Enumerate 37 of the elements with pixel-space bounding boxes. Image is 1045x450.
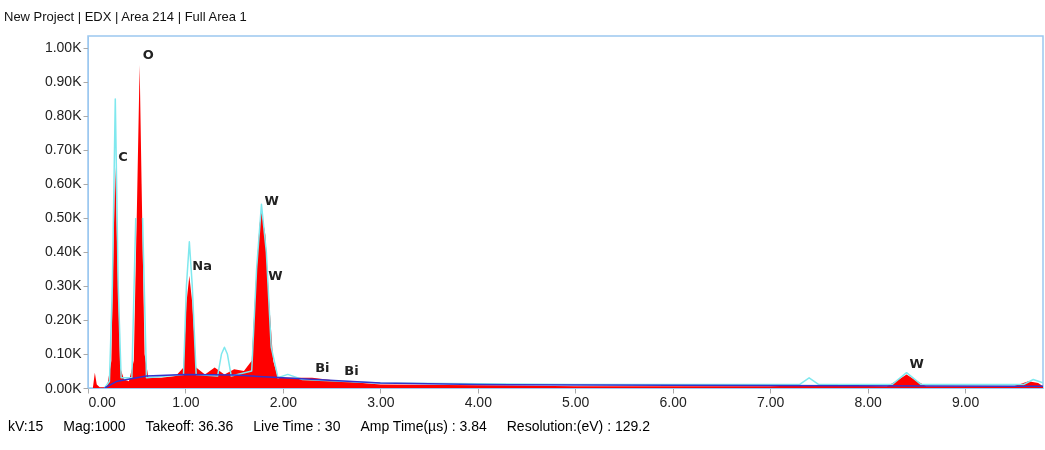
- x-tick-label: 5.00: [562, 393, 590, 410]
- x-tick-label: 2.00: [269, 393, 298, 410]
- y-tick-label: 0.00K: [44, 379, 83, 396]
- text: Mag:1000: [63, 418, 126, 434]
- y-tick-label: 0.60K: [44, 175, 83, 192]
- y-tick-label: 0.30K: [44, 277, 83, 294]
- annotation: O: [142, 46, 154, 62]
- annotation: W: [909, 356, 924, 372]
- chart-title: New Project | EDX | Area 214 | Full Area 1: [4, 9, 247, 24]
- y-tick-label: 1.00K: [44, 39, 83, 56]
- annotation: W: [264, 193, 279, 209]
- x-tick-label: 4.00: [464, 393, 493, 410]
- y-tick-label: 0.40K: [44, 243, 83, 260]
- x-tick-label: 1.00: [172, 393, 200, 410]
- annotation: Bi: [344, 363, 359, 379]
- y-tick-label: 0.80K: [44, 107, 83, 124]
- line-series: [103, 373, 1043, 388]
- y-tick-label: 0.20K: [44, 311, 83, 328]
- y-tick-label: 0.10K: [44, 345, 83, 362]
- text: Amp Time(µs) : 3.84: [360, 418, 487, 434]
- x-tick-label: 8.00: [854, 393, 882, 410]
- x-tick-label: 3.00: [367, 393, 395, 410]
- annotation: Na: [192, 257, 212, 273]
- y-tick-label: 0.70K: [44, 141, 83, 158]
- y-tick-label: 0.90K: [44, 73, 83, 90]
- annotation: Bi: [315, 359, 330, 375]
- y-tick-label: 0.50K: [44, 209, 83, 226]
- x-tick-label: 7.00: [757, 393, 785, 410]
- x-tick-label: 6.00: [659, 393, 688, 410]
- text: Live Time : 30: [253, 418, 341, 434]
- annotation: W: [268, 267, 283, 283]
- text: Resolution:(eV) : 129.2: [506, 418, 650, 434]
- text: Takeoff: 36.36: [145, 418, 234, 434]
- annotation: C: [118, 148, 128, 164]
- text: kV:15: [8, 418, 44, 434]
- x-tick-label: 9.00: [951, 393, 980, 410]
- x-tick-label: 0.00: [88, 393, 116, 410]
